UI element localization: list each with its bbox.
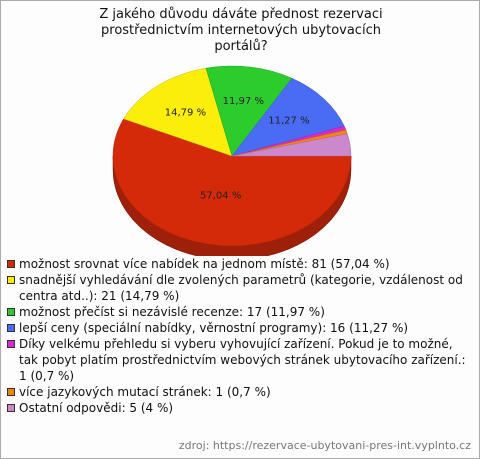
- legend-label: více jazykových mutací stránek: 1 (0,7 %…: [19, 385, 271, 399]
- legend-item: lepší ceny (speciální nabídky, věrnostní…: [7, 320, 467, 336]
- source: zdroj: https://rezervace-ubytovani-pres-…: [178, 439, 471, 452]
- slice-label: 57,04 %: [200, 191, 241, 202]
- legend-label: snadnější vyhledávání dle zvolených para…: [19, 273, 463, 303]
- legend-swatch: [7, 308, 15, 316]
- slice: [112, 118, 352, 247]
- legend-item: více jazykových mutací stránek: 1 (0,7 %…: [7, 384, 467, 400]
- legend-swatch: [7, 260, 15, 268]
- legend-label: Díky velkému přehledu si vyberu vyhovují…: [19, 337, 466, 383]
- slice-label: 11,27 %: [268, 115, 309, 126]
- legend: možnost srovnat více nabídek na jednom m…: [7, 256, 467, 416]
- chart-title: Z jakého důvodu dáváte přednost rezervac…: [99, 7, 383, 54]
- legend-swatch: [7, 388, 15, 396]
- legend-item: Díky velkému přehledu si vyberu vyhovují…: [7, 336, 467, 384]
- legend-item: možnost srovnat více nabídek na jednom m…: [7, 256, 467, 272]
- legend-item: Ostatní odpovědi: 5 (4 %): [7, 400, 467, 416]
- legend-item: snadnější vyhledávání dle zvolených para…: [7, 272, 467, 304]
- legend-swatch: [7, 276, 15, 284]
- slice-label: 14,79 %: [165, 108, 206, 119]
- slice-label: 11,97 %: [223, 96, 264, 107]
- slice: [205, 65, 293, 157]
- legend-swatch: [7, 404, 15, 412]
- legend-label: lepší ceny (speciální nabídky, věrnostní…: [19, 321, 409, 335]
- slice: [123, 67, 233, 157]
- pie-area: 57,04 % 14,79 % 11,97 % 11,27 %: [112, 65, 352, 256]
- legend-label: možnost srovnat více nabídek na jednom m…: [19, 257, 390, 271]
- legend-swatch: [7, 324, 15, 332]
- legend-swatch: [7, 340, 15, 348]
- legend-label: Ostatní odpovědi: 5 (4 %): [19, 401, 174, 415]
- slice: [231, 77, 345, 157]
- legend-label: možnost přečíst si nezávislé recenze: 17…: [19, 305, 325, 319]
- slice: [231, 133, 352, 157]
- legend-item: možnost přečíst si nezávislé recenze: 17…: [7, 304, 467, 320]
